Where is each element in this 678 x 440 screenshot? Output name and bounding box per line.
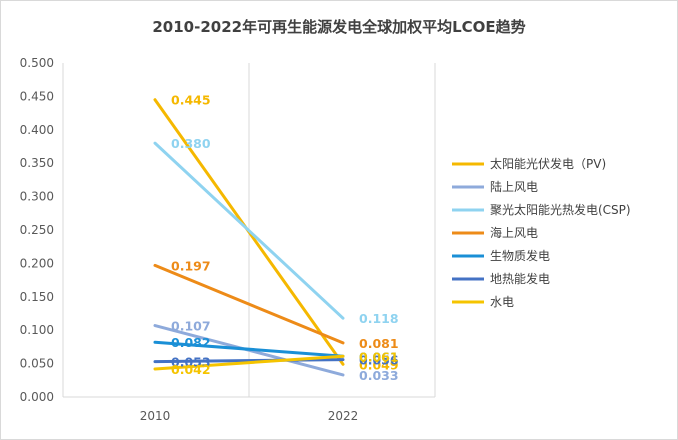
- y-tick-label: 0.450: [20, 89, 54, 103]
- series-line: [153, 354, 345, 371]
- data-label: 0.082: [171, 335, 211, 350]
- legend-entry: 陆上风电: [490, 179, 538, 194]
- y-tick-label: 0.400: [20, 123, 54, 137]
- y-tick-label: 0.100: [20, 323, 54, 337]
- data-label: 0.118: [359, 311, 399, 326]
- legend-entry: 海上风电: [490, 225, 538, 240]
- legend-entry: 太阳能光伏发电（PV): [490, 156, 606, 171]
- series-line: [153, 358, 345, 364]
- data-label: 0.445: [171, 93, 211, 108]
- data-label: 0.033: [359, 368, 399, 383]
- y-tick-label: 0.000: [20, 390, 54, 404]
- legend-entry: 地热能发电: [490, 271, 550, 286]
- x-axis: 2010 2022: [63, 396, 435, 423]
- series-lines: [153, 98, 345, 377]
- data-label: 0.061: [359, 349, 399, 364]
- y-tick-label: 0.050: [20, 357, 54, 371]
- data-label: 0.042: [171, 362, 211, 377]
- data-label: 0.049: [359, 357, 399, 372]
- data-label: 0.081: [359, 336, 399, 351]
- y-tick-label: 0.150: [20, 290, 54, 304]
- y-axis: 0.000 0.050 0.100 0.150 0.200 0.250 0.300 0.350…: [20, 56, 54, 404]
- y-tick-label: 0.200: [20, 256, 54, 270]
- data-label: 0.056: [359, 353, 399, 368]
- y-tick-label: 0.300: [20, 190, 54, 204]
- data-labels: 0.445 0.049 0.107 0.033 0.380 0.118 0.197 0.081…: [171, 93, 399, 383]
- series-line: [153, 263, 345, 345]
- x-tick-label: 2010: [140, 409, 171, 423]
- y-tick-label: 0.250: [20, 223, 54, 237]
- legend-entry: 水电: [490, 295, 514, 309]
- y-tick-label: 0.500: [20, 56, 54, 70]
- legend-entry: 聚光太阳能光热发电(CSP): [490, 202, 631, 217]
- x-tick-label: 2022: [328, 409, 359, 423]
- legend-entry: 生物质发电: [490, 248, 550, 263]
- data-label: 0.061: [359, 349, 399, 364]
- chart-title: 2010-2022年可再生能源发电全球加权平均LCOE趋势: [152, 18, 525, 36]
- series-line: [153, 340, 345, 358]
- data-label: 0.380: [171, 136, 211, 151]
- series-line: [153, 141, 345, 320]
- y-tick-label: 0.350: [20, 156, 54, 170]
- data-label: 0.107: [171, 319, 211, 334]
- data-label: 0.053: [171, 355, 211, 370]
- data-label: 0.197: [171, 258, 211, 273]
